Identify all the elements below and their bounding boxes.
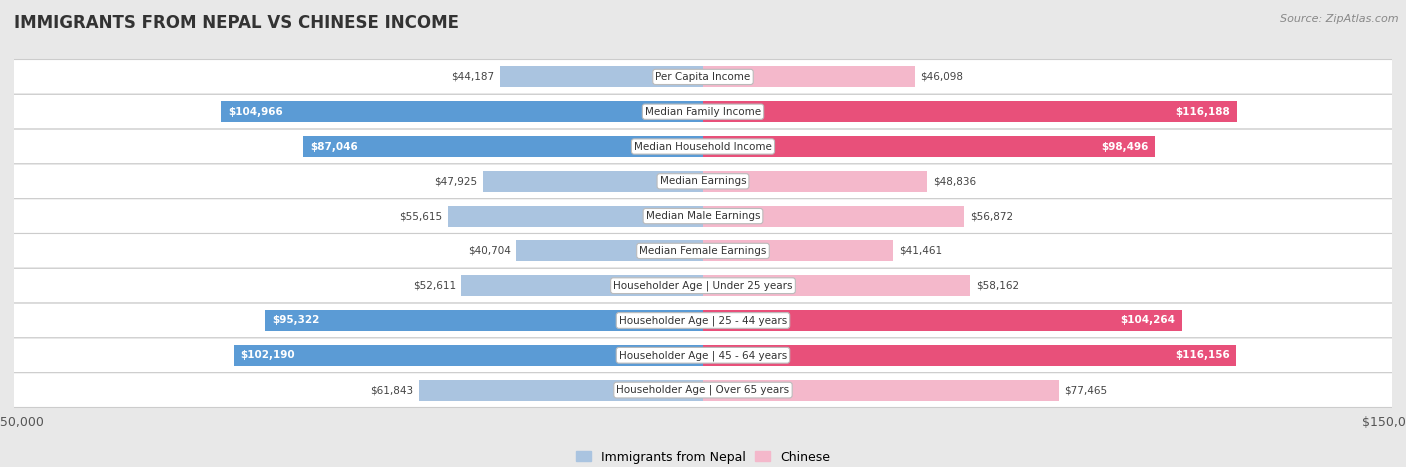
FancyBboxPatch shape <box>0 234 1406 269</box>
Bar <box>304 136 703 157</box>
Bar <box>482 171 703 192</box>
Text: $56,872: $56,872 <box>970 211 1012 221</box>
Bar <box>703 101 1237 122</box>
FancyBboxPatch shape <box>0 129 1406 164</box>
Text: $55,615: $55,615 <box>399 211 441 221</box>
FancyBboxPatch shape <box>0 198 1406 234</box>
Text: $61,843: $61,843 <box>370 385 413 395</box>
Text: $116,188: $116,188 <box>1175 107 1230 117</box>
Text: Median Family Income: Median Family Income <box>645 107 761 117</box>
Legend: Immigrants from Nepal, Chinese: Immigrants from Nepal, Chinese <box>571 446 835 467</box>
Bar <box>703 310 1182 331</box>
FancyBboxPatch shape <box>0 269 1406 303</box>
Text: $102,190: $102,190 <box>240 350 295 360</box>
Text: $40,704: $40,704 <box>468 246 510 256</box>
Text: Source: ZipAtlas.com: Source: ZipAtlas.com <box>1281 14 1399 24</box>
Bar <box>703 241 893 262</box>
FancyBboxPatch shape <box>0 164 1406 198</box>
Bar <box>461 275 703 296</box>
FancyBboxPatch shape <box>0 303 1406 338</box>
Text: Median Female Earnings: Median Female Earnings <box>640 246 766 256</box>
Bar <box>233 345 703 366</box>
Text: $77,465: $77,465 <box>1064 385 1108 395</box>
Bar <box>703 136 1156 157</box>
Text: Median Earnings: Median Earnings <box>659 177 747 186</box>
Text: Per Capita Income: Per Capita Income <box>655 72 751 82</box>
Text: $98,496: $98,496 <box>1101 142 1149 151</box>
Bar <box>447 205 703 226</box>
Bar <box>221 101 703 122</box>
Text: IMMIGRANTS FROM NEPAL VS CHINESE INCOME: IMMIGRANTS FROM NEPAL VS CHINESE INCOME <box>14 14 460 32</box>
Bar <box>703 66 915 87</box>
Text: Median Male Earnings: Median Male Earnings <box>645 211 761 221</box>
Text: $41,461: $41,461 <box>898 246 942 256</box>
Text: $44,187: $44,187 <box>451 72 495 82</box>
Text: $52,611: $52,611 <box>413 281 456 290</box>
Bar <box>703 205 965 226</box>
Bar <box>501 66 703 87</box>
Bar <box>419 380 703 401</box>
Text: $104,966: $104,966 <box>228 107 283 117</box>
Text: $87,046: $87,046 <box>311 142 359 151</box>
Text: $104,264: $104,264 <box>1121 316 1175 325</box>
Bar <box>703 171 928 192</box>
Text: $116,156: $116,156 <box>1175 350 1230 360</box>
Bar <box>703 275 970 296</box>
Text: Householder Age | 45 - 64 years: Householder Age | 45 - 64 years <box>619 350 787 361</box>
Text: $95,322: $95,322 <box>273 316 319 325</box>
Text: $47,925: $47,925 <box>434 177 478 186</box>
Text: Householder Age | Under 25 years: Householder Age | Under 25 years <box>613 281 793 291</box>
Bar <box>703 380 1059 401</box>
Text: Householder Age | 25 - 44 years: Householder Age | 25 - 44 years <box>619 315 787 326</box>
Text: Householder Age | Over 65 years: Householder Age | Over 65 years <box>616 385 790 396</box>
Bar <box>266 310 703 331</box>
Text: Median Household Income: Median Household Income <box>634 142 772 151</box>
Text: $46,098: $46,098 <box>921 72 963 82</box>
Text: $58,162: $58,162 <box>976 281 1019 290</box>
Bar <box>516 241 703 262</box>
Bar <box>703 345 1236 366</box>
FancyBboxPatch shape <box>0 338 1406 373</box>
Text: $48,836: $48,836 <box>932 177 976 186</box>
FancyBboxPatch shape <box>0 373 1406 408</box>
FancyBboxPatch shape <box>0 59 1406 94</box>
FancyBboxPatch shape <box>0 94 1406 129</box>
